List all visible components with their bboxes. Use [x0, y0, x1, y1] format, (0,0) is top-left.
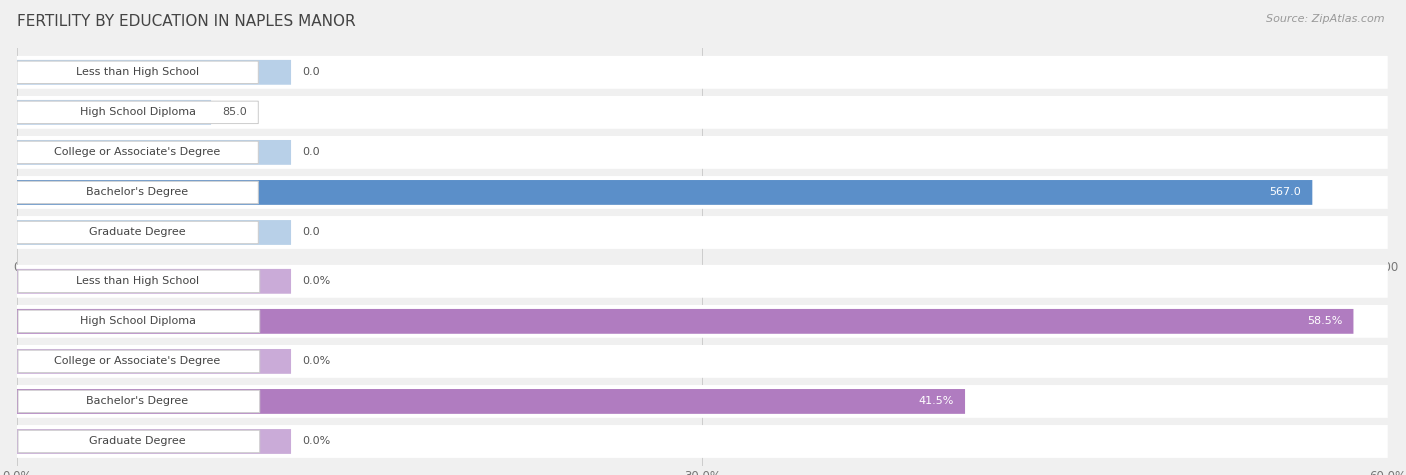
Text: 0.0: 0.0: [302, 67, 319, 77]
Text: Bachelor's Degree: Bachelor's Degree: [86, 188, 188, 198]
FancyBboxPatch shape: [17, 180, 1312, 205]
FancyBboxPatch shape: [17, 269, 291, 294]
FancyBboxPatch shape: [17, 140, 291, 165]
FancyBboxPatch shape: [17, 345, 1388, 378]
FancyBboxPatch shape: [17, 216, 1388, 249]
Text: 567.0: 567.0: [1270, 188, 1302, 198]
FancyBboxPatch shape: [17, 425, 1388, 458]
FancyBboxPatch shape: [17, 309, 1354, 334]
FancyBboxPatch shape: [17, 429, 291, 454]
FancyBboxPatch shape: [18, 390, 260, 413]
Text: College or Associate's Degree: College or Associate's Degree: [55, 147, 221, 157]
FancyBboxPatch shape: [17, 61, 259, 84]
FancyBboxPatch shape: [17, 101, 259, 124]
Text: Graduate Degree: Graduate Degree: [89, 228, 186, 238]
FancyBboxPatch shape: [17, 141, 259, 163]
Text: High School Diploma: High School Diploma: [80, 107, 195, 117]
Text: 41.5%: 41.5%: [918, 397, 955, 407]
Text: 0.0: 0.0: [302, 228, 319, 238]
FancyBboxPatch shape: [18, 310, 260, 332]
Text: Bachelor's Degree: Bachelor's Degree: [86, 397, 188, 407]
FancyBboxPatch shape: [18, 430, 260, 453]
FancyBboxPatch shape: [17, 100, 211, 125]
Text: 0.0%: 0.0%: [302, 437, 330, 446]
Text: Less than High School: Less than High School: [76, 276, 200, 286]
Text: 58.5%: 58.5%: [1308, 316, 1343, 326]
FancyBboxPatch shape: [17, 60, 291, 85]
FancyBboxPatch shape: [17, 389, 965, 414]
Text: Graduate Degree: Graduate Degree: [89, 437, 186, 446]
Text: 0.0%: 0.0%: [302, 276, 330, 286]
FancyBboxPatch shape: [17, 305, 1388, 338]
FancyBboxPatch shape: [17, 176, 1388, 209]
Text: High School Diploma: High School Diploma: [80, 316, 195, 326]
Text: 0.0%: 0.0%: [302, 356, 330, 366]
FancyBboxPatch shape: [17, 220, 291, 245]
FancyBboxPatch shape: [17, 96, 1388, 129]
FancyBboxPatch shape: [17, 181, 259, 204]
FancyBboxPatch shape: [17, 56, 1388, 89]
FancyBboxPatch shape: [17, 136, 1388, 169]
FancyBboxPatch shape: [17, 349, 291, 374]
Text: 0.0: 0.0: [302, 147, 319, 157]
Text: 85.0: 85.0: [222, 107, 247, 117]
Text: Less than High School: Less than High School: [76, 67, 200, 77]
FancyBboxPatch shape: [17, 221, 259, 244]
Text: FERTILITY BY EDUCATION IN NAPLES MANOR: FERTILITY BY EDUCATION IN NAPLES MANOR: [17, 14, 356, 29]
FancyBboxPatch shape: [17, 385, 1388, 418]
Text: College or Associate's Degree: College or Associate's Degree: [55, 356, 221, 366]
FancyBboxPatch shape: [18, 350, 260, 372]
Text: Source: ZipAtlas.com: Source: ZipAtlas.com: [1267, 14, 1385, 24]
FancyBboxPatch shape: [17, 265, 1388, 298]
FancyBboxPatch shape: [18, 270, 260, 293]
